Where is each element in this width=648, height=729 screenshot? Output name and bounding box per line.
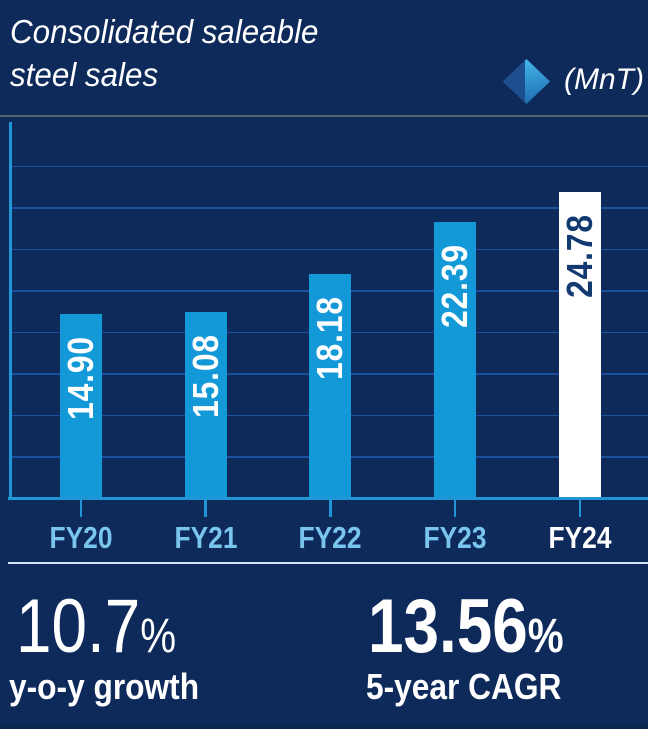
x-axis-label-fy24: FY24 (548, 520, 612, 555)
bar-value-label: 14.90 (60, 336, 101, 421)
bottom-strip (0, 725, 648, 729)
percent-sign-yoy: % (140, 610, 177, 663)
bar-fy21: 15.08 (184, 312, 227, 499)
bar-fy24: 24.78 (558, 192, 601, 499)
x-axis-label-fy22: FY22 (298, 520, 362, 555)
x-axis-label-fy20: FY20 (49, 520, 113, 555)
bar-fy20: 14.90 (60, 314, 102, 499)
stats-divider (8, 562, 648, 564)
stat-number-cagr: 13.56 (368, 584, 528, 669)
stat-value-cagr: 13.56% (368, 589, 564, 665)
x-axis-label-fy23: FY23 (423, 520, 487, 555)
bar-value-label: 24.78 (558, 214, 600, 299)
title-line-2: steel sales (10, 56, 159, 93)
y-axis-line (9, 122, 12, 499)
gridline (10, 165, 648, 168)
stat-label-cagr: 5-year CAGR (366, 666, 562, 707)
unit-label: (MnT) (564, 63, 644, 96)
bar-fy23: 22.39 (434, 221, 477, 499)
axis-tick (204, 499, 207, 517)
bar-value-label: 15.08 (184, 334, 226, 418)
gridline (10, 248, 648, 251)
stat-number-yoy: 10.7 (16, 584, 141, 669)
axis-tick (79, 499, 83, 517)
axis-tick (329, 499, 332, 517)
chart-legend: (MnT) (500, 58, 648, 104)
gridline (10, 207, 648, 209)
x-axis-label-fy21: FY21 (174, 520, 238, 555)
axis-tick (453, 499, 457, 517)
title-divider (0, 115, 648, 117)
percent-sign-cagr: % (527, 610, 564, 663)
page-title: Consolidated saleable steel sales (10, 10, 318, 96)
axis-tick (578, 499, 582, 517)
stat-label-yoy-growth: y-o-y growth (9, 666, 200, 707)
x-axis-line (8, 497, 648, 500)
stat-value-yoy-growth: 10.7% (16, 589, 176, 665)
title-line-1: Consolidated saleable (10, 13, 319, 50)
bar-value-label: 22.39 (434, 243, 476, 328)
bar-chart: 14.90 15.08 18.18 22.39 24.78 FY20 FY21 FY22 FY… (8, 122, 648, 555)
bar-fy22: 18.18 (309, 273, 352, 499)
bar-value-label: 18.18 (309, 295, 351, 380)
